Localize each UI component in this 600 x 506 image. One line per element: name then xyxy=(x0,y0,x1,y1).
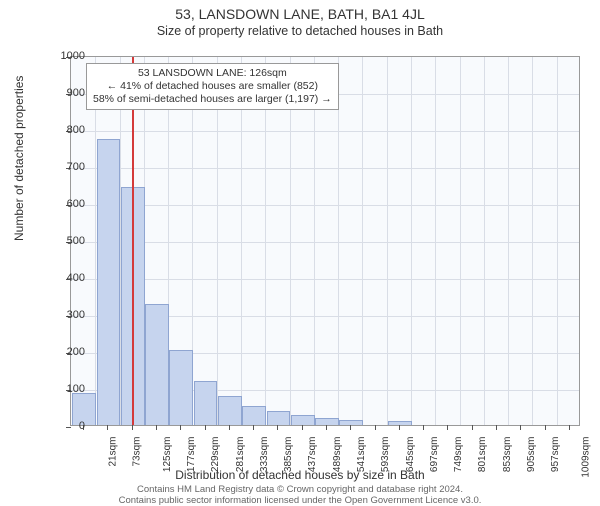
x-axis-title: Distribution of detached houses by size … xyxy=(0,468,600,482)
xtick-label: 229sqm xyxy=(210,437,221,473)
histogram-bar xyxy=(194,381,218,425)
xtick-label: 437sqm xyxy=(308,437,319,473)
xtick-mark xyxy=(375,425,376,430)
xtick-mark xyxy=(350,425,351,430)
xtick-mark xyxy=(229,425,230,430)
gridline-v xyxy=(265,57,266,425)
gridline-v xyxy=(314,57,315,425)
xtick-mark xyxy=(569,425,570,430)
annotation-box: 53 LANSDOWN LANE: 126sqm← 41% of detache… xyxy=(86,63,339,110)
gridline-v xyxy=(362,57,363,425)
gridline-h xyxy=(71,168,579,169)
xtick-label: 905sqm xyxy=(526,437,537,473)
histogram-bar xyxy=(242,406,266,426)
chart-title: 53, LANSDOWN LANE, BATH, BA1 4JL xyxy=(0,6,600,22)
xtick-label: 541sqm xyxy=(356,437,367,473)
xtick-mark xyxy=(277,425,278,430)
xtick-mark xyxy=(156,425,157,430)
xtick-mark xyxy=(180,425,181,430)
xtick-label: 333sqm xyxy=(259,437,270,473)
histogram-bar xyxy=(267,411,291,425)
xtick-label: 385sqm xyxy=(283,437,294,473)
gridline-v xyxy=(532,57,533,425)
xtick-label: 21sqm xyxy=(108,437,119,467)
xtick-label: 281sqm xyxy=(235,437,246,473)
gridline-h xyxy=(71,131,579,132)
xtick-mark xyxy=(496,425,497,430)
xtick-label: 957sqm xyxy=(550,437,561,473)
ytick-label: 600 xyxy=(45,198,85,210)
xtick-label: 489sqm xyxy=(332,437,343,473)
xtick-mark xyxy=(253,425,254,430)
plot-wrap: 21sqm73sqm125sqm177sqm229sqm281sqm333sqm… xyxy=(70,56,580,426)
xtick-label: 593sqm xyxy=(380,437,391,473)
ytick-label: 200 xyxy=(45,346,85,358)
gridline-v xyxy=(557,57,558,425)
ytick-label: 300 xyxy=(45,309,85,321)
histogram-bar xyxy=(97,139,121,425)
gridline-v xyxy=(460,57,461,425)
xtick-label: 125sqm xyxy=(162,437,173,473)
histogram-bar xyxy=(291,415,315,425)
gridline-v xyxy=(387,57,388,425)
footer-line2: Contains public sector information licen… xyxy=(119,495,482,506)
xtick-label: 853sqm xyxy=(502,437,513,473)
gridline-v xyxy=(435,57,436,425)
xtick-mark xyxy=(399,425,400,430)
ytick-label: 700 xyxy=(45,161,85,173)
xtick-mark xyxy=(545,425,546,430)
gridline-v xyxy=(290,57,291,425)
histogram-bar xyxy=(169,350,193,425)
footer-line1: Contains HM Land Registry data © Crown c… xyxy=(137,484,463,495)
gridline-v xyxy=(411,57,412,425)
xtick-label: 645sqm xyxy=(405,437,416,473)
histogram-bar xyxy=(218,396,242,425)
gridline-v xyxy=(338,57,339,425)
plot-area: 21sqm73sqm125sqm177sqm229sqm281sqm333sqm… xyxy=(70,56,580,426)
xtick-mark xyxy=(302,425,303,430)
xtick-mark xyxy=(107,425,108,430)
gridline-v xyxy=(508,57,509,425)
ytick-label: 0 xyxy=(45,420,85,432)
xtick-mark xyxy=(520,425,521,430)
gridline-v xyxy=(217,57,218,425)
annotation-line1: 53 LANSDOWN LANE: 126sqm xyxy=(93,67,332,80)
y-axis-title: Number of detached properties xyxy=(12,76,26,241)
gridline-h xyxy=(71,205,579,206)
property-marker-line xyxy=(132,57,134,425)
gridline-h xyxy=(71,242,579,243)
xtick-mark xyxy=(423,425,424,430)
histogram-bar xyxy=(388,421,412,425)
xtick-mark xyxy=(447,425,448,430)
xtick-label: 177sqm xyxy=(186,437,197,473)
xtick-mark xyxy=(326,425,327,430)
xtick-label: 73sqm xyxy=(132,437,143,467)
xtick-mark xyxy=(132,425,133,430)
ytick-label: 800 xyxy=(45,124,85,136)
ytick-label: 900 xyxy=(45,87,85,99)
xtick-label: 749sqm xyxy=(453,437,464,473)
ytick-label: 100 xyxy=(45,383,85,395)
ytick-label: 1000 xyxy=(45,50,85,62)
ytick-label: 500 xyxy=(45,235,85,247)
xtick-label: 697sqm xyxy=(429,437,440,473)
histogram-bar xyxy=(145,304,169,425)
annotation-line3: 58% of semi-detached houses are larger (… xyxy=(93,93,332,106)
chart-subtitle: Size of property relative to detached ho… xyxy=(0,24,600,38)
ytick-label: 400 xyxy=(45,272,85,284)
xtick-mark xyxy=(472,425,473,430)
annotation-line2: ← 41% of detached houses are smaller (85… xyxy=(93,80,332,93)
chart-container: 53, LANSDOWN LANE, BATH, BA1 4JL Size of… xyxy=(0,6,600,506)
gridline-h xyxy=(71,279,579,280)
gridline-v xyxy=(484,57,485,425)
gridline-v xyxy=(241,57,242,425)
xtick-mark xyxy=(205,425,206,430)
footer-attribution: Contains HM Land Registry data © Crown c… xyxy=(0,484,600,506)
xtick-label: 801sqm xyxy=(478,437,489,473)
